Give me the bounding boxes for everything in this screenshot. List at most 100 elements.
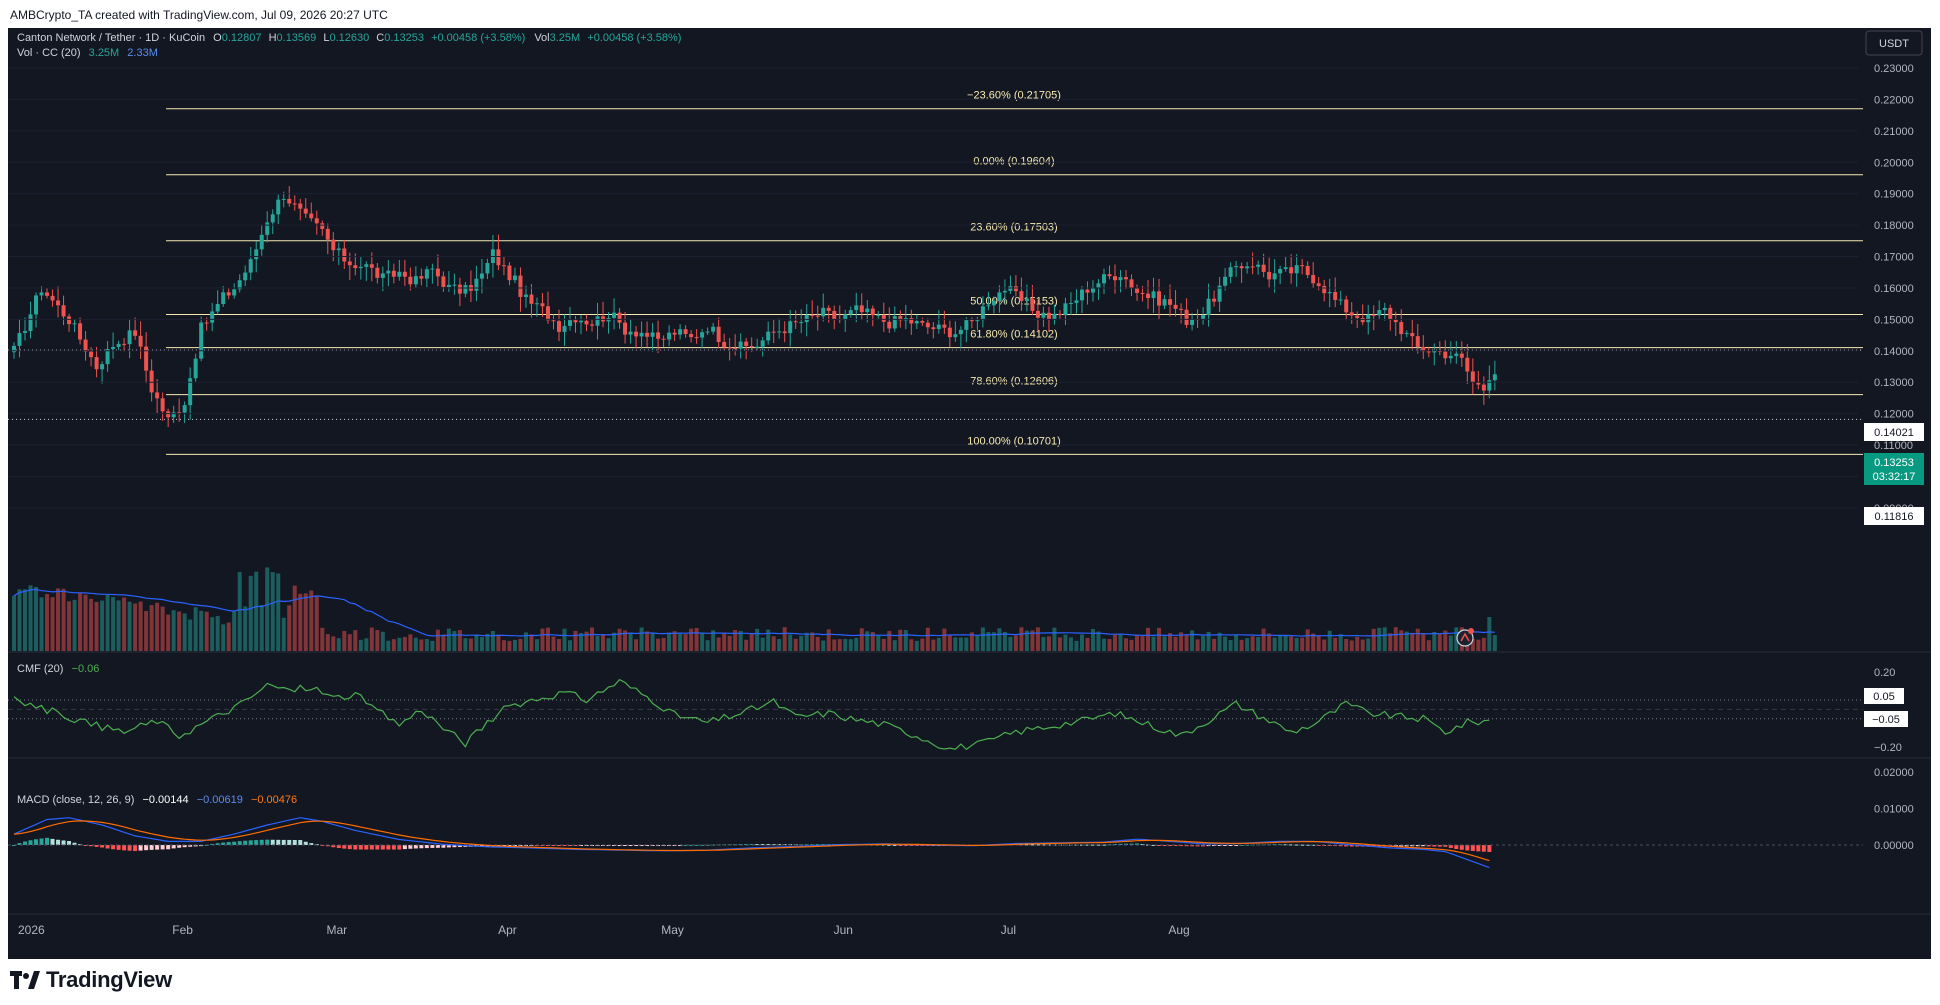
macd-histogram-bar [182, 845, 187, 848]
volume-bar [23, 589, 28, 651]
candle-body [876, 314, 881, 316]
replay-icon[interactable] [1456, 628, 1474, 647]
chart-frame[interactable]: −23.60% (0.21705) 0.00% (0.19604) 23.60% (… [8, 28, 1931, 959]
volume-bar [1448, 635, 1453, 651]
volume-bar [50, 597, 55, 651]
volume-bar [210, 617, 215, 651]
candle-body [771, 331, 776, 333]
volume-bar [468, 638, 473, 651]
macd-histogram-bar [1151, 844, 1156, 846]
volume-bar [1322, 639, 1327, 651]
macd-histogram-bar [1157, 845, 1162, 846]
candle-body [254, 249, 259, 260]
currency-button[interactable]: USDT [1865, 30, 1923, 56]
candle-body [1399, 322, 1404, 335]
volume-bar [1184, 634, 1189, 651]
candle-body [474, 278, 479, 291]
volume-bar [1228, 639, 1233, 651]
candle-body [457, 284, 462, 294]
candle-body [1360, 318, 1365, 323]
candle-body [595, 316, 600, 326]
macd-histogram-bar [705, 844, 710, 846]
svg-text:0.05: 0.05 [1873, 691, 1894, 703]
volume-bar [936, 637, 941, 651]
candle-body [1118, 277, 1123, 281]
time-axis[interactable]: 2026 Feb Mar Apr May Jun Jul Aug [18, 923, 1190, 937]
volume-bar [870, 631, 875, 651]
volume-bar [727, 635, 732, 651]
price-label-last: 0.13253 03:32:17 [1864, 453, 1924, 485]
candle-body [1101, 274, 1106, 284]
candle-body [1068, 303, 1073, 305]
candle-body [160, 398, 165, 412]
macd-histogram-bar [1481, 845, 1486, 852]
macd-histogram-bar [45, 837, 50, 845]
candle-body [237, 280, 242, 290]
volume-bar [920, 638, 925, 651]
volume-bar [821, 640, 826, 651]
candle-body [617, 312, 622, 323]
volume-bar [254, 571, 259, 651]
candle-body [281, 198, 286, 200]
macd-histogram-bar [331, 845, 336, 848]
brand-name: TradingView [46, 967, 172, 992]
volume-bar [534, 639, 539, 651]
volume-bar [1294, 637, 1299, 651]
volume-bar [1201, 635, 1206, 651]
macd-histogram-bar [298, 840, 303, 845]
macd-histogram-bar [402, 845, 407, 850]
volume-bar [705, 640, 710, 651]
volume-bar [303, 593, 308, 651]
y-tick-label: 0.15000 [1874, 314, 1914, 326]
candle-body [1256, 264, 1261, 267]
macd-histogram-bar [105, 845, 110, 849]
brand-footer[interactable]: TradingView [10, 962, 172, 998]
macd-histogram-bar [1079, 844, 1084, 846]
macd-histogram-bar [501, 845, 506, 847]
volume-bar [667, 632, 672, 651]
macd-histogram-bar [100, 845, 105, 848]
volume-bar [331, 636, 336, 651]
volume-bar [1256, 637, 1261, 651]
volume-bar [689, 628, 694, 651]
volume-bar [1146, 627, 1151, 651]
candle-body [1300, 265, 1305, 267]
candle-body [1234, 266, 1239, 268]
price-axis[interactable]: 0.23000 0.22000 0.21000 0.20000 0.19000 0.180… [8, 63, 1914, 515]
volume-bar [127, 601, 132, 651]
candle-body [221, 292, 226, 305]
volume-bar [1140, 636, 1145, 651]
x-tick-label: May [661, 923, 684, 937]
volume-bar [1135, 635, 1140, 651]
volume-bar [942, 628, 947, 651]
macd-axis[interactable]: 0.02000 0.01000 0.00000 [1874, 767, 1914, 852]
candle-body [914, 321, 919, 324]
candle-body [1024, 298, 1029, 301]
price-chart[interactable]: −23.60% (0.21705) 0.00% (0.19604) 23.60% (… [8, 28, 1931, 959]
volume-bar [1157, 627, 1162, 651]
candle-body [452, 284, 457, 286]
macd-histogram-bar [815, 844, 820, 846]
fib-level-label: 50.00% (0.15153) [970, 296, 1057, 308]
macd-histogram-bar [34, 839, 39, 845]
candle-body [661, 338, 666, 340]
macd-histogram-bar [155, 845, 160, 850]
candle-body [72, 323, 77, 325]
candle-body [1322, 285, 1327, 294]
candle-body [760, 340, 765, 347]
candle-body [408, 276, 413, 285]
volume-bar [1371, 628, 1376, 651]
volume-bar [1432, 632, 1437, 651]
candle-body [413, 276, 418, 285]
volume-bar [474, 635, 479, 651]
y-tick-label: 0.11000 [1874, 440, 1913, 452]
candle-body [1124, 277, 1129, 280]
volume-bar [1024, 630, 1029, 651]
candle-body [78, 323, 83, 340]
y-tick-label: 0.21000 [1874, 126, 1914, 138]
candle-body [1074, 300, 1079, 304]
macd-histogram-bar [1096, 844, 1101, 846]
x-tick-label: Jun [834, 923, 853, 937]
cmf-axis[interactable]: 0.20 −0.20 [1874, 667, 1902, 754]
candle-body [749, 345, 754, 347]
